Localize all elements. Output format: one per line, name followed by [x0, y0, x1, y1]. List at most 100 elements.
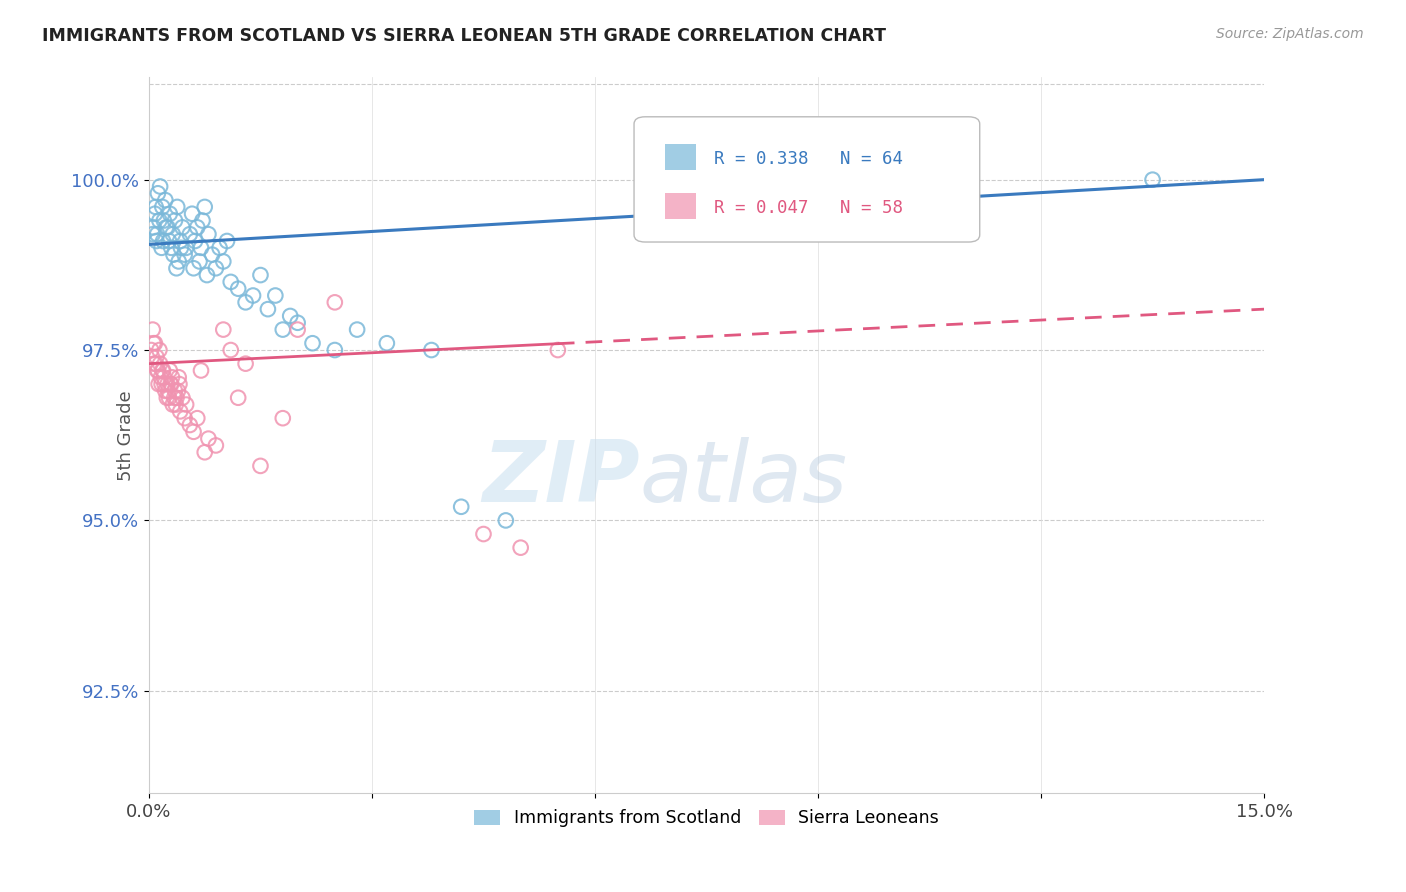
Point	[219, 275, 242, 289]
Point	[166, 261, 188, 276]
Legend: Immigrants from Scotland, Sierra Leoneans: Immigrants from Scotland, Sierra Leonean…	[467, 803, 946, 834]
Point	[188, 254, 211, 268]
Point	[472, 527, 495, 541]
Point	[172, 391, 194, 405]
Point	[264, 288, 287, 302]
Point	[149, 357, 172, 371]
Point	[271, 411, 294, 425]
Point	[226, 282, 249, 296]
Point	[174, 398, 197, 412]
Point	[143, 207, 166, 221]
Point	[450, 500, 472, 514]
Point	[165, 398, 187, 412]
FancyBboxPatch shape	[665, 145, 696, 170]
Point	[160, 370, 183, 384]
Point	[145, 200, 167, 214]
Point	[242, 288, 264, 302]
Point	[159, 207, 181, 221]
Point	[201, 247, 224, 261]
Point	[157, 391, 180, 405]
Point	[142, 322, 165, 336]
Point	[155, 193, 177, 207]
Point	[186, 411, 208, 425]
Point	[148, 377, 170, 392]
Point	[153, 377, 176, 392]
Point	[153, 213, 176, 227]
Point	[156, 377, 179, 392]
Point	[271, 322, 294, 336]
Point	[157, 234, 180, 248]
Point	[287, 322, 309, 336]
Point	[153, 370, 176, 384]
Point	[172, 220, 194, 235]
Point	[156, 220, 179, 235]
Point	[146, 227, 169, 242]
Point	[186, 220, 208, 235]
Point	[142, 336, 165, 351]
Point	[420, 343, 443, 357]
Point	[173, 247, 195, 261]
Point	[150, 377, 173, 392]
Point	[163, 213, 186, 227]
Point	[160, 241, 183, 255]
Point	[141, 343, 163, 357]
Point	[148, 213, 170, 227]
Point	[323, 295, 346, 310]
Point	[163, 384, 186, 398]
Point	[150, 241, 173, 255]
Point	[1142, 172, 1164, 186]
Point	[142, 220, 165, 235]
Point	[249, 458, 271, 473]
Point	[197, 227, 219, 242]
Point	[156, 391, 179, 405]
Point	[346, 322, 368, 336]
Point	[155, 384, 177, 398]
Text: IMMIGRANTS FROM SCOTLAND VS SIERRA LEONEAN 5TH GRADE CORRELATION CHART: IMMIGRANTS FROM SCOTLAND VS SIERRA LEONE…	[42, 27, 886, 45]
Point	[205, 261, 228, 276]
Point	[226, 391, 249, 405]
Point	[167, 254, 190, 268]
Point	[179, 417, 201, 432]
Point	[208, 241, 231, 255]
Point	[323, 343, 346, 357]
Point	[547, 343, 569, 357]
Point	[287, 316, 309, 330]
Point	[166, 391, 188, 405]
Point	[167, 370, 190, 384]
Point	[150, 200, 173, 214]
Point	[169, 234, 191, 248]
Point	[190, 241, 212, 255]
Point	[152, 363, 174, 377]
Point	[235, 295, 257, 310]
Y-axis label: 5th Grade: 5th Grade	[117, 390, 135, 481]
Point	[249, 268, 271, 282]
Point	[169, 404, 191, 418]
Point	[146, 363, 169, 377]
Point	[146, 363, 169, 377]
Point	[142, 227, 165, 242]
Point	[215, 234, 238, 248]
Point	[179, 227, 201, 242]
Point	[155, 220, 177, 235]
Point	[150, 363, 173, 377]
Point	[167, 384, 190, 398]
Point	[219, 343, 242, 357]
Point	[257, 302, 280, 317]
Point	[166, 200, 188, 214]
Point	[159, 363, 181, 377]
Point	[173, 411, 195, 425]
Point	[143, 336, 166, 351]
Point	[146, 186, 169, 201]
Point	[145, 357, 167, 371]
FancyBboxPatch shape	[634, 117, 980, 242]
Point	[235, 357, 257, 371]
Point	[149, 370, 172, 384]
Text: Source: ZipAtlas.com: Source: ZipAtlas.com	[1216, 27, 1364, 41]
Text: atlas: atlas	[640, 437, 848, 520]
Point	[145, 234, 167, 248]
Point	[509, 541, 531, 555]
Point	[197, 432, 219, 446]
Point	[194, 200, 217, 214]
Point	[148, 343, 170, 357]
Point	[278, 309, 301, 323]
